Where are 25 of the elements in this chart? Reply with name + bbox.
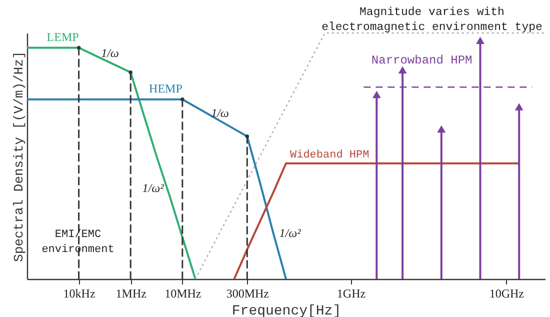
point — [372, 90, 381, 98]
annotation: 1/ω² — [279, 226, 302, 240]
series-label: HEMP — [149, 81, 183, 96]
annotation: 1/ω² — [142, 181, 164, 195]
x-tick-label: 10GHz — [489, 286, 524, 300]
point — [180, 98, 184, 102]
point — [514, 103, 524, 110]
series-label: Wideband HPM — [290, 149, 370, 162]
x-tick-label: 300MHz — [226, 286, 269, 300]
series-label: Narrowband HPM — [371, 53, 472, 68]
x-tick-label: 1GHz — [336, 286, 366, 300]
annotation: Magnitude varies with electromagnetic environment type — [322, 6, 543, 34]
series-label: LEMP — [46, 30, 80, 44]
x-tick-label: 10MHz — [164, 286, 202, 300]
point — [245, 134, 250, 138]
point — [76, 46, 81, 50]
point — [476, 36, 484, 44]
annotation: 1/ω — [211, 106, 229, 120]
point — [398, 66, 407, 74]
x-tick-label: 10kHz — [63, 286, 96, 300]
y-axis-title: Spectral Density [(V/m)/Hz] — [12, 51, 26, 262]
x-tick-label: 1MHz — [116, 286, 146, 300]
annotation: 1/ω — [101, 46, 119, 60]
point — [128, 70, 132, 74]
point — [437, 125, 446, 133]
